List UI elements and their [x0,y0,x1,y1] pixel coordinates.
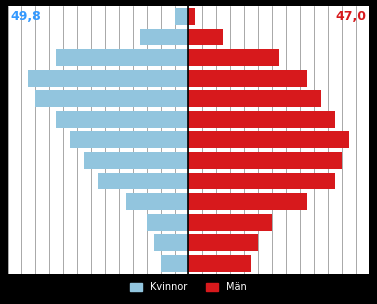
Bar [126,193,188,210]
Bar [154,234,188,251]
Bar [147,214,188,231]
Bar [188,152,342,169]
Bar [175,8,188,25]
Bar [188,234,258,251]
Bar [188,8,195,25]
Bar [188,131,349,148]
Bar [28,70,188,87]
Legend: Kvinnor, Män: Kvinnor, Män [126,278,251,296]
Bar [188,111,335,128]
Bar [188,49,279,66]
Text: 47,0: 47,0 [336,10,367,23]
Bar [188,70,307,87]
Bar [161,255,188,272]
Bar [188,193,307,210]
Bar [188,29,223,45]
Text: 49,8: 49,8 [10,10,41,23]
Bar [35,90,188,107]
Bar [56,111,188,128]
Bar [98,173,188,189]
Bar [188,255,251,272]
Bar [56,49,188,66]
Bar [140,29,188,45]
Bar [188,214,272,231]
Bar [188,173,335,189]
Bar [70,131,188,148]
Bar [84,152,188,169]
Bar [188,90,321,107]
